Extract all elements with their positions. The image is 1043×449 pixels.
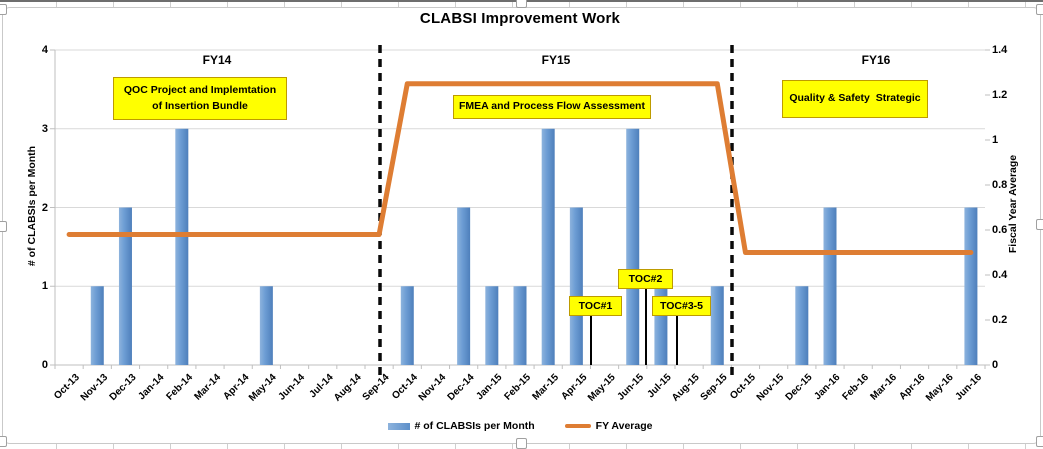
clabsi-bar[interactable] (90, 286, 104, 365)
selection-handle-right[interactable] (1036, 219, 1043, 230)
clabsi-bar[interactable] (457, 207, 471, 366)
clabsi-bar[interactable] (964, 207, 978, 366)
clabsi-bar[interactable] (400, 286, 414, 365)
chart-title: CLABSI Improvement Work (419, 10, 621, 27)
legend-label: # of CLABSIs per Month (414, 420, 535, 432)
selection-handle-bottom-left[interactable] (0, 436, 7, 447)
fy-average-line[interactable] (66, 81, 974, 255)
clabsi-bar[interactable] (710, 286, 724, 365)
legend-label: FY Average (595, 420, 653, 432)
clabsi-bar[interactable] (569, 207, 583, 366)
selection-handle-top[interactable] (516, 0, 527, 8)
clabsi-bar[interactable] (118, 207, 132, 366)
legend-item-fy-average[interactable]: FY Average (564, 420, 653, 432)
selection-handle-left[interactable] (0, 221, 7, 232)
clabsi-bar[interactable] (654, 286, 668, 365)
selection-handle-bottom-right[interactable] (1036, 436, 1043, 447)
clabsi-bar[interactable] (541, 128, 555, 365)
chart-legend: # of CLABSIs per Month FY Average (55, 418, 985, 434)
clabsi-bar[interactable] (485, 286, 499, 365)
line-series-swatch-icon (564, 424, 591, 428)
clabsi-bar[interactable] (513, 286, 527, 365)
bar-series-swatch-icon (387, 422, 410, 430)
selection-handle-top-right[interactable] (1036, 4, 1043, 15)
clabsi-bar[interactable] (259, 286, 273, 365)
clabsi-bar[interactable] (823, 207, 837, 366)
clabsi-bar[interactable] (795, 286, 809, 365)
selection-handle-bottom[interactable] (516, 438, 527, 449)
clabsi-bar[interactable] (175, 128, 189, 365)
legend-item-clabsis[interactable]: # of CLABSIs per Month (387, 420, 535, 432)
selection-handle-top-left[interactable] (0, 4, 7, 15)
clabsi-bar[interactable] (626, 128, 640, 365)
